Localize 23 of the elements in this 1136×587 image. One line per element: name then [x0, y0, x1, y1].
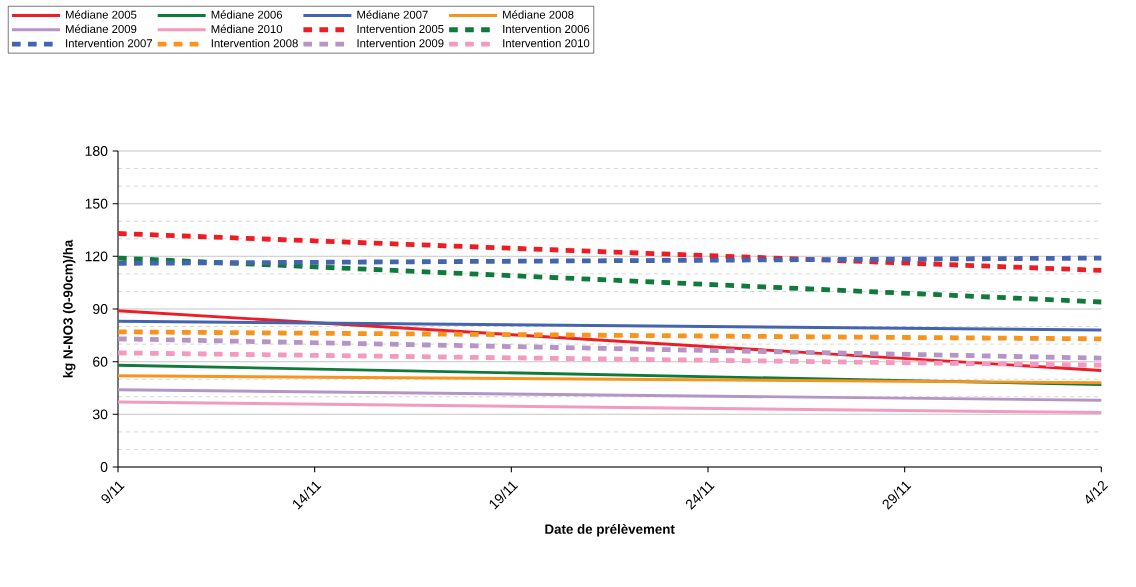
x-tick-label: 9/11	[101, 481, 125, 504]
legend-label: Intervention 2009	[357, 38, 444, 48]
legend-label: Médiane 2005	[65, 10, 137, 19]
legend-label: Médiane 2010	[211, 24, 283, 34]
y-tick-label: 180	[85, 146, 108, 156]
y-tick-label: 60	[93, 356, 108, 367]
y-tick-label: 90	[93, 304, 108, 314]
y-tick-label: 150	[85, 198, 108, 209]
legend-label: Intervention 2010	[503, 38, 590, 48]
y-tick-label: 0	[100, 462, 108, 472]
legend-label: Intervention 2008	[211, 38, 298, 48]
y-tick-label: 120	[85, 251, 108, 262]
legend-label: Intervention 2007	[66, 38, 153, 48]
y-axis-title: kg N-NO3 (0-90cm)/ha	[62, 239, 76, 378]
legend-label: Intervention 2005	[357, 24, 444, 33]
y-tick-label: 30	[92, 409, 108, 420]
legend-label: Médiane 2006	[211, 10, 283, 19]
legend-label: Médiane 2007	[357, 10, 428, 19]
legend-label: Médiane 2008	[503, 10, 574, 19]
legend-label: Médiane 2009	[65, 24, 137, 34]
x-tick-label: 4/12	[1085, 480, 1108, 504]
x-axis-title: Date de prélèvement	[545, 523, 675, 537]
legend-label: Intervention 2006	[503, 24, 590, 33]
